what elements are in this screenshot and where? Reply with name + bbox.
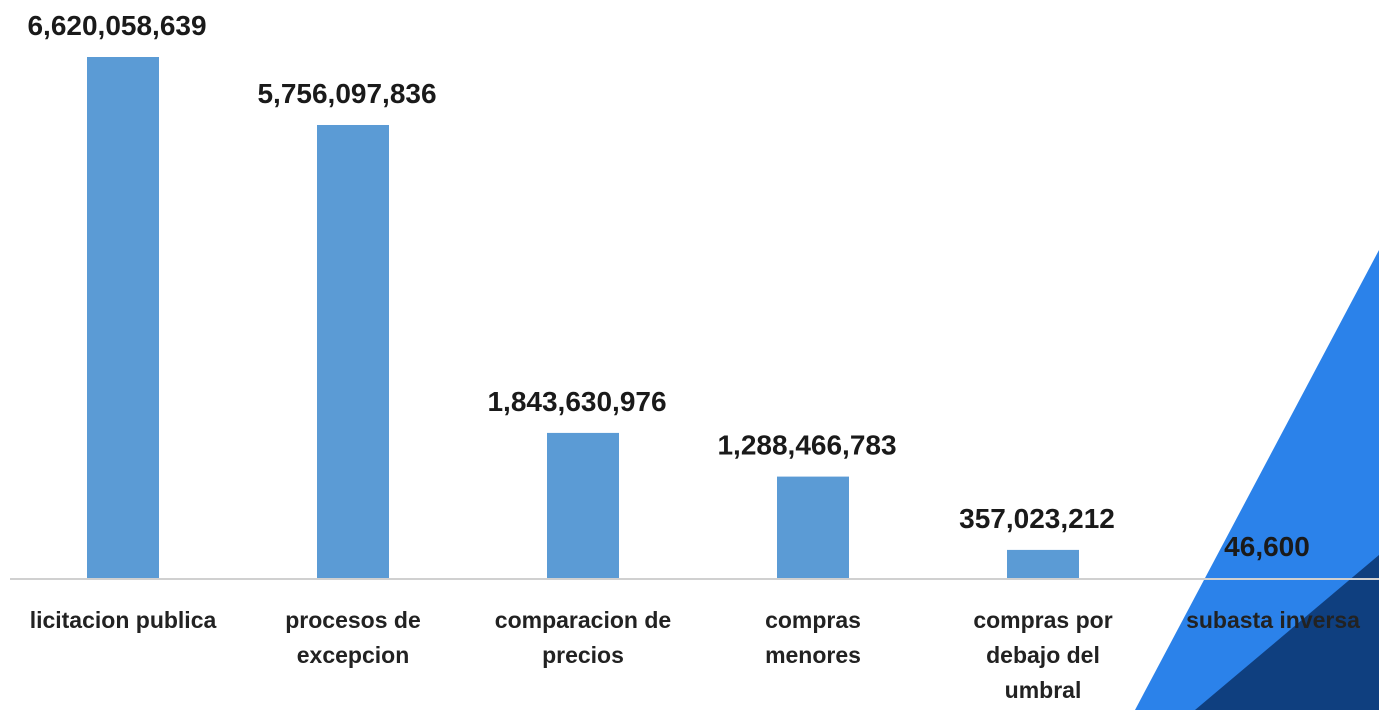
decoration	[1135, 250, 1379, 710]
x-tick-label: compras menores	[765, 607, 861, 668]
value-label: 1,288,466,783	[717, 430, 896, 461]
bar	[547, 432, 619, 578]
x-tick-label: comparacion de precios	[494, 607, 672, 668]
value-label: 5,756,097,836	[257, 78, 436, 109]
x-tick-label: subasta inversa	[1186, 607, 1360, 633]
bar	[317, 124, 389, 578]
x-tick-label: licitacion publica	[29, 607, 217, 633]
bar	[87, 57, 159, 578]
bar	[1007, 549, 1079, 578]
value-label: 1,843,630,976	[487, 386, 666, 417]
value-label: 6,620,058,639	[27, 10, 206, 41]
x-tick-label: compras por debajo del umbral	[973, 607, 1113, 703]
x-tick-label: procesos de excepcion	[285, 607, 421, 668]
value-label: 46,600	[1224, 531, 1310, 562]
bar	[777, 476, 849, 578]
value-label: 357,023,212	[959, 503, 1115, 534]
decoration	[1195, 555, 1379, 710]
